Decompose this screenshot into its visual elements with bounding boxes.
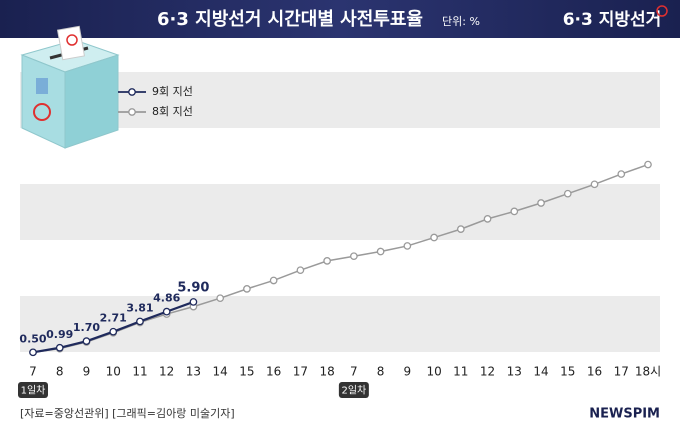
point: [537, 199, 545, 207]
point: [189, 298, 198, 306]
day-label: 2일차: [341, 385, 366, 397]
band: [20, 128, 660, 184]
x-tick-label: 18: [319, 365, 334, 379]
x-tick-label: 13: [507, 365, 522, 379]
x-tick-label: 8: [377, 365, 385, 379]
point: [82, 337, 91, 345]
x-tick-label: 12: [480, 365, 495, 379]
point: [243, 285, 251, 293]
legend-marker: [128, 88, 136, 96]
source: [자료=중앙선관위] [그래픽=김아랑 미술기자]: [20, 407, 235, 420]
x-tick-label: 11: [132, 365, 147, 379]
band: [20, 240, 660, 296]
legend-label: 8회 지선: [152, 105, 193, 118]
legend-label: 9회 지선: [152, 85, 193, 98]
data-label: 2.71: [100, 312, 127, 325]
x-tick-label: 9: [404, 365, 412, 379]
point: [162, 307, 171, 316]
x-tick-label: 16: [587, 365, 602, 379]
day-badge: [338, 382, 369, 398]
day-badge: [18, 382, 48, 398]
x-tick-label: 14: [533, 365, 548, 379]
x-tick-label: 9: [83, 365, 91, 379]
x-tick-label: 7: [29, 365, 37, 379]
data-label: 5.90: [177, 280, 209, 295]
logo: 6·3 지방선거: [563, 10, 662, 30]
point: [510, 207, 519, 216]
day-label: 1일차: [21, 385, 46, 397]
band: [20, 72, 660, 128]
x-tick-label: 14: [213, 365, 228, 379]
point: [323, 257, 331, 265]
data-label: 4.86: [153, 292, 180, 305]
point: [563, 189, 572, 198]
band: [20, 184, 660, 240]
x-tick-label: 16: [266, 365, 281, 379]
logo-mark: [656, 5, 668, 17]
x-tick-label: 11: [453, 365, 468, 379]
brand: NEWSPIM: [589, 407, 660, 422]
plot-area: [20, 72, 660, 352]
point: [29, 348, 37, 357]
point: [55, 343, 64, 352]
point: [136, 317, 144, 326]
legend-marker: [128, 108, 136, 116]
x-tick-label: 17: [614, 365, 629, 379]
point: [456, 225, 465, 233]
point: [617, 170, 626, 178]
ballot-box: [20, 25, 120, 149]
x-tick-label: 18시: [635, 365, 661, 379]
x-tick-label: 17: [293, 365, 308, 379]
x-tick-label: 7: [350, 365, 358, 379]
point: [376, 247, 385, 256]
point: [109, 327, 118, 336]
x-tick-label: 10: [106, 365, 121, 379]
data-label: 0.99: [46, 328, 73, 341]
point: [430, 233, 438, 242]
title: 6·3 지방선거 시간대별 사전투표율: [157, 9, 423, 30]
unit: 단위: %: [442, 15, 480, 28]
point: [216, 294, 225, 303]
header-bar: [0, 0, 680, 38]
x-tick-label: 13: [186, 365, 201, 379]
point: [350, 252, 358, 261]
x-tick-label: 15: [239, 365, 254, 379]
x-tick-label: 12: [159, 365, 174, 379]
point: [483, 215, 492, 223]
data-label: 1.70: [73, 321, 100, 334]
data-label: 3.81: [126, 301, 153, 314]
point: [590, 180, 599, 189]
x-tick-label: 15: [560, 365, 575, 379]
data-label: 0.50: [19, 332, 46, 345]
x-tick-label: 10: [426, 365, 441, 379]
x-tick-label: 8: [56, 365, 64, 379]
point: [296, 266, 305, 275]
band: [20, 296, 660, 352]
point: [644, 160, 652, 169]
point: [269, 276, 278, 285]
point: [403, 242, 412, 250]
